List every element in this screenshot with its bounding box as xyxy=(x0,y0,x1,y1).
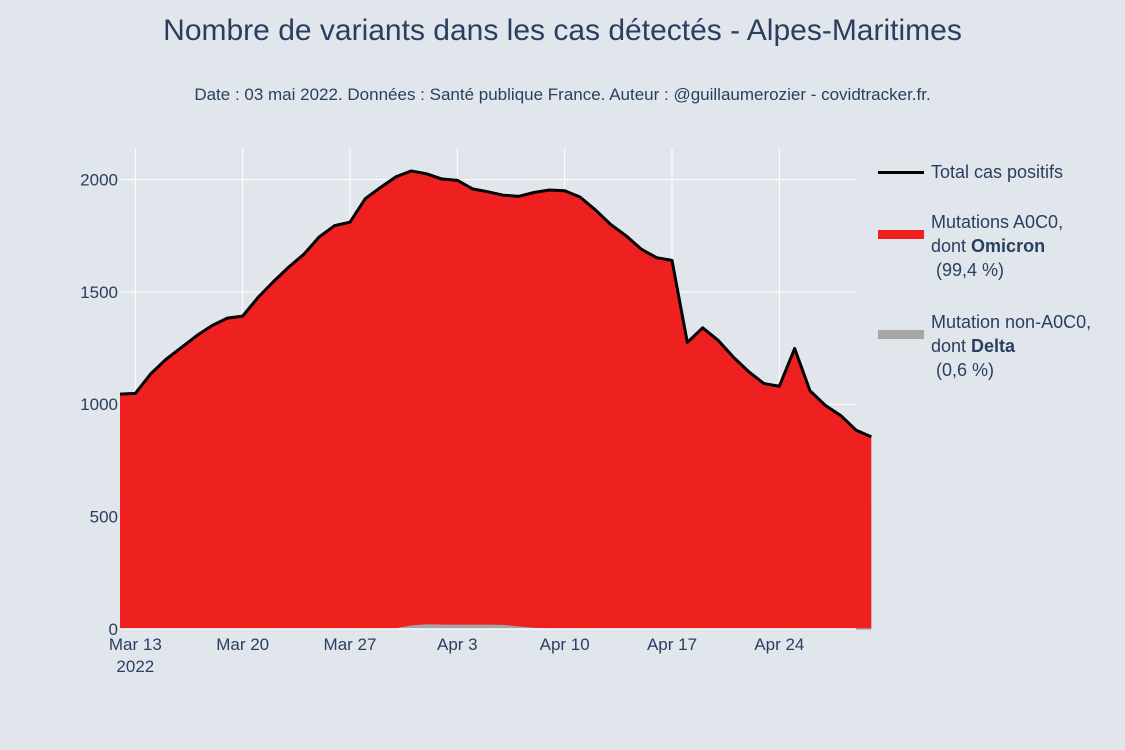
chart-subtitle: Date : 03 mai 2022. Données : Santé publ… xyxy=(194,85,931,104)
y-tick-label: 1500 xyxy=(80,283,118,302)
legend-omicron-bold: Omicron xyxy=(971,236,1046,256)
legend-swatch-omicron xyxy=(878,230,924,239)
x-tick-label: Apr 24 xyxy=(754,635,804,654)
legend-omicron-pct: (99,4 %) xyxy=(936,260,1005,280)
y-tick-label: 0 xyxy=(109,620,118,639)
x-tick-sublabel: 2022 xyxy=(116,657,154,676)
legend-delta-bold: Delta xyxy=(971,336,1016,356)
x-tick-label: Mar 13 xyxy=(109,635,162,654)
x-tick-label: Mar 20 xyxy=(216,635,269,654)
legend-omicron-line1: Mutations A0C0, xyxy=(931,212,1064,232)
x-tick-label: Apr 3 xyxy=(437,635,478,654)
legend-label-total: Total cas positifs xyxy=(931,162,1064,182)
legend-omicron-prefix: dont xyxy=(931,236,972,256)
legend-swatch-total-line xyxy=(878,171,924,174)
y-tick-label: 500 xyxy=(90,508,118,527)
legend-delta-line1: Mutation non-A0C0, xyxy=(931,312,1092,332)
legend-delta-pct: (0,6 %) xyxy=(936,360,995,380)
y-tick-label: 1000 xyxy=(80,395,118,414)
area-omicron xyxy=(120,170,872,629)
legend-label-delta: Mutation non-A0C0, dont Delta (0,6 %) xyxy=(931,310,1121,382)
line-total-cas-positifs xyxy=(119,169,872,439)
legend-delta-prefix: dont xyxy=(931,336,972,356)
y-tick-label: 2000 xyxy=(80,170,118,189)
x-tick-label: Apr 17 xyxy=(647,635,697,654)
legend-swatch-delta xyxy=(878,330,924,339)
x-tick-label: Mar 27 xyxy=(324,635,377,654)
chart-title: Nombre de variants dans les cas détectés… xyxy=(163,14,962,47)
legend-label-omicron: Mutations A0C0, dont Omicron (99,4 %) xyxy=(931,210,1121,282)
x-tick-label: Apr 10 xyxy=(540,635,590,654)
